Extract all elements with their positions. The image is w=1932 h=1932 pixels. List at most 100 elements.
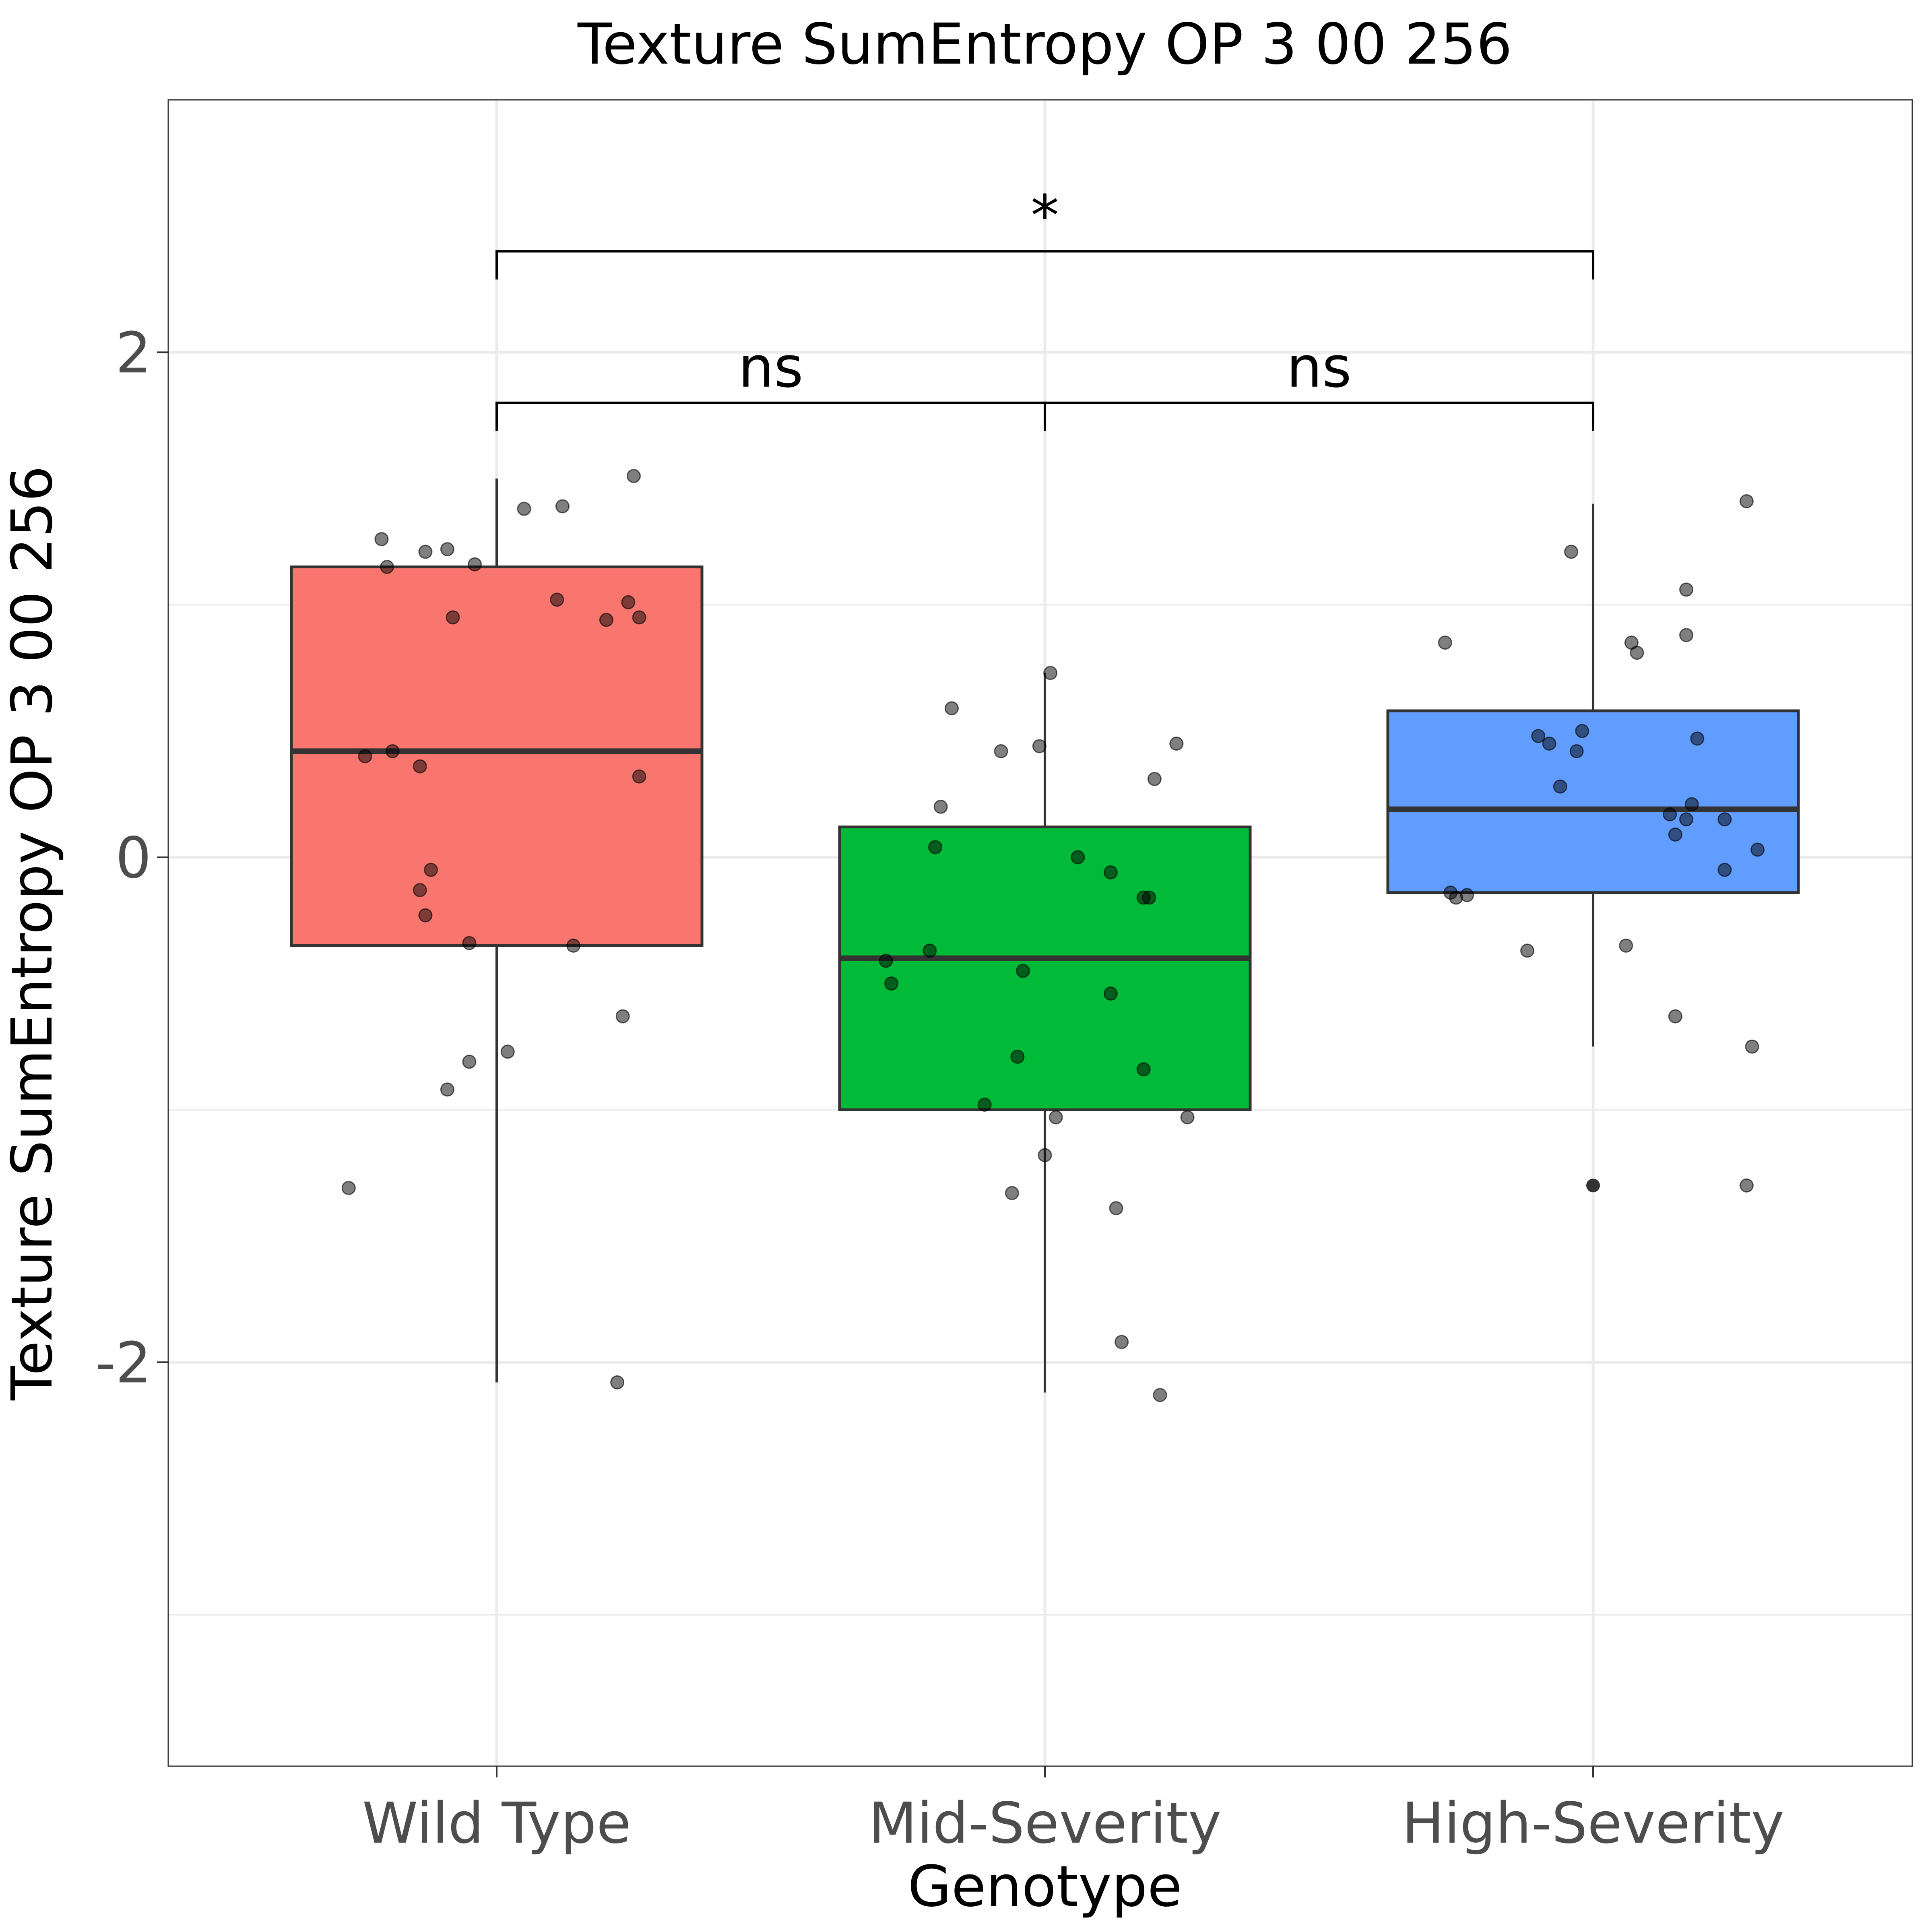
jitter-point [385, 744, 400, 758]
jitter-point [884, 976, 899, 991]
bracket-line [495, 250, 1594, 280]
jitter-point [1169, 737, 1184, 751]
jitter-point [1739, 494, 1754, 508]
jitter-point [632, 610, 646, 625]
jitter-point [1750, 842, 1765, 857]
jitter-point [1142, 890, 1156, 905]
jitter-point [928, 840, 943, 855]
jitter-point [632, 769, 646, 784]
jitter-point [977, 1098, 992, 1112]
jitter-point [1630, 646, 1644, 660]
jitter-point [1043, 666, 1058, 680]
significance-label: ns [738, 335, 803, 400]
outlier-point [1586, 1179, 1600, 1193]
jitter-point [1663, 807, 1677, 822]
jitter-point [1668, 827, 1682, 842]
jitter-point [1038, 1148, 1052, 1162]
box [838, 826, 1252, 1111]
axes: -2 0 2 Wild Type Mid-Severity High-Severity [95, 320, 1784, 1856]
jitter-point [555, 499, 570, 514]
x-tick-label: Mid-Severity [868, 1791, 1221, 1856]
jitter-point [1679, 812, 1694, 827]
jitter-point [380, 559, 394, 574]
significance-bracket: ns [1044, 335, 1594, 431]
jitter-point [994, 744, 1008, 758]
jitter-point [500, 1044, 515, 1059]
jitter-point [1032, 739, 1046, 753]
jitter-point [1438, 636, 1452, 650]
jitter-point [413, 883, 427, 897]
jitter-point [1575, 724, 1589, 738]
data-points [341, 469, 1765, 1402]
jitter-point [1564, 545, 1579, 559]
jitter-point [1071, 850, 1085, 865]
jitter-point [615, 1009, 630, 1024]
jitter-point [418, 908, 433, 923]
jitter-point [341, 1181, 356, 1195]
jitter-point [1147, 772, 1162, 786]
jitter-point [358, 749, 372, 764]
jitter-point [1049, 1110, 1063, 1125]
jitter-point [933, 799, 948, 814]
jitter-point [1531, 729, 1546, 743]
jitter-point [599, 613, 613, 627]
x-tick-label: High-Severity [1402, 1791, 1784, 1856]
boxplot [1386, 504, 1800, 1047]
y-tick-label: 0 [116, 826, 151, 891]
significance-label: ns [1286, 335, 1352, 400]
jitter-point [1717, 812, 1732, 827]
jitter-point [566, 938, 581, 953]
jitter-point [1460, 888, 1474, 902]
jitter-point [1690, 731, 1705, 746]
jitter-point [424, 863, 438, 877]
jitter-point [1115, 1335, 1129, 1349]
x-axis-title: Genotype [908, 1854, 1182, 1920]
jitter-point [550, 592, 564, 607]
jitter-point [944, 701, 959, 716]
jitter-point [1739, 1178, 1754, 1193]
jitter-point [1136, 1062, 1151, 1077]
jitter-point [1103, 987, 1118, 1001]
jitter-point [462, 1055, 477, 1069]
y-axis-title: Texture SumEntropy OP 3 00 256 [0, 466, 65, 1401]
significance-label: * [1031, 183, 1059, 249]
jitter-point [627, 469, 641, 483]
jitter-point [1109, 1201, 1123, 1216]
box [1386, 709, 1800, 894]
jitter-point [440, 542, 454, 557]
jitter-point [1679, 628, 1694, 642]
jitter-point [374, 532, 389, 546]
jitter-point [1520, 943, 1535, 958]
jitter-point [1180, 1110, 1195, 1125]
jitter-point [923, 943, 937, 958]
jitter-point [879, 954, 893, 968]
jitter-point [517, 502, 531, 516]
jitter-point [1668, 1009, 1682, 1024]
jitter-point [462, 936, 477, 950]
jitter-point [418, 545, 433, 559]
jitter-point [1005, 1186, 1019, 1200]
jitter-point [1745, 1039, 1759, 1054]
jitter-point [446, 610, 460, 625]
jitter-point [1684, 797, 1699, 811]
jitter-point [468, 557, 482, 572]
jitter-point [1679, 582, 1694, 597]
significance-brackets: * ns ns [495, 183, 1594, 431]
jitter-point [413, 759, 427, 774]
jitter-point [1010, 1049, 1025, 1064]
x-tick-label: Wild Type [362, 1791, 631, 1856]
chart-title: Texture SumEntropy OP 3 00 256 [577, 12, 1512, 77]
significance-bracket: * [495, 183, 1594, 280]
jitter-point [1553, 779, 1567, 794]
jitter-point [1016, 964, 1030, 978]
y-tick-label: 2 [116, 320, 151, 386]
jitter-point [1103, 865, 1118, 879]
jitter-point [610, 1375, 625, 1390]
jitter-point [440, 1082, 454, 1097]
jitter-point [1569, 744, 1584, 758]
plot-panel-border [167, 99, 1913, 1767]
bracket-line [1044, 401, 1594, 431]
y-tick-label: -2 [95, 1330, 151, 1396]
jitter-point [1153, 1388, 1167, 1402]
